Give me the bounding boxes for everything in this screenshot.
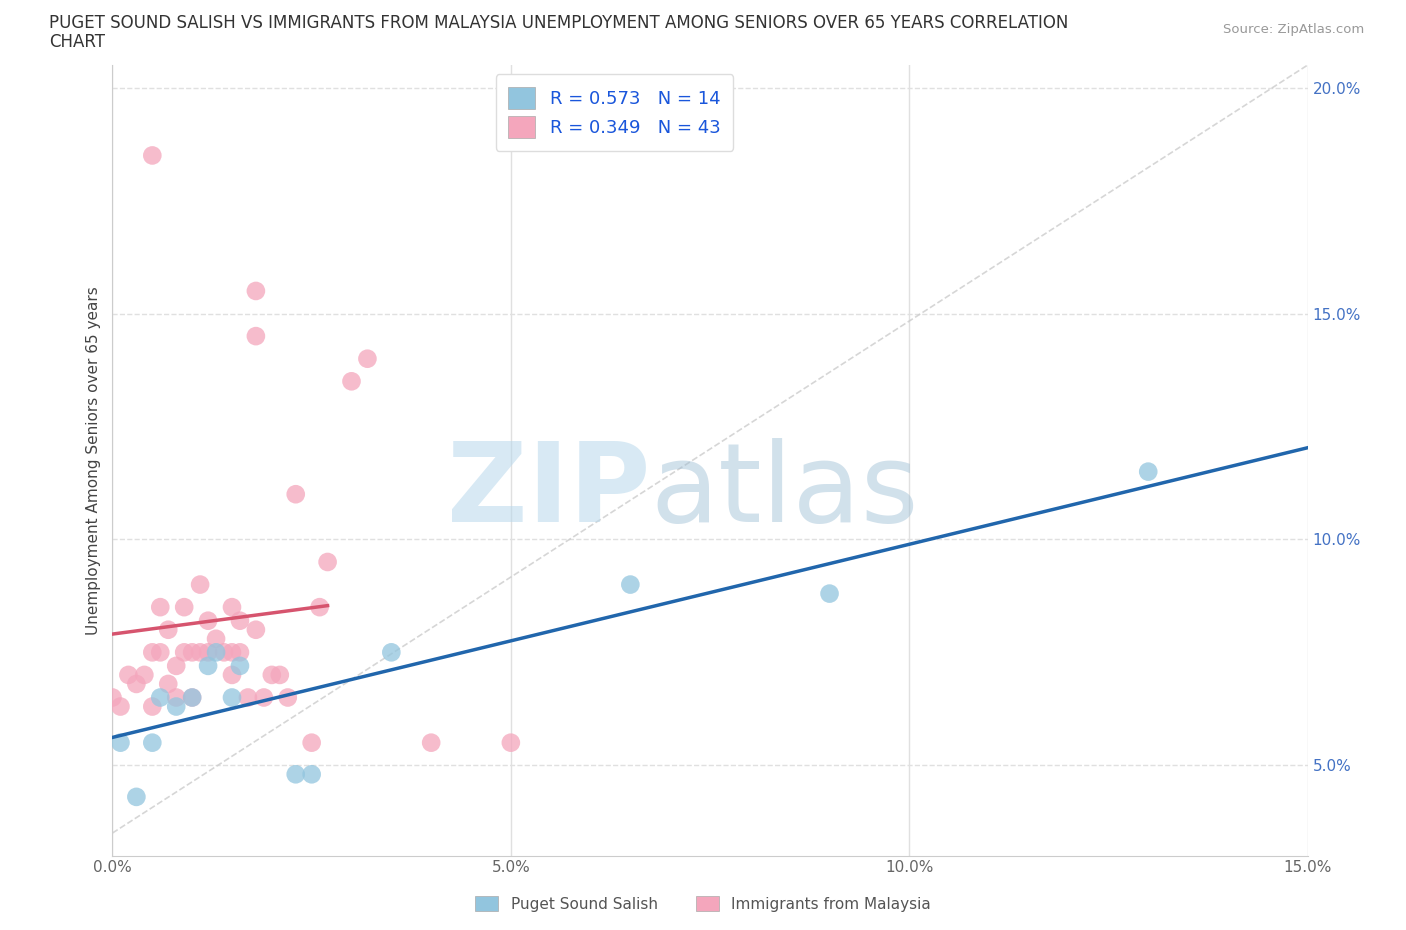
Point [499, 736, 522, 751]
Point [141, 736, 163, 751]
Point [221, 600, 243, 615]
Point [245, 328, 267, 343]
Point [197, 613, 219, 628]
Text: Source: ZipAtlas.com: Source: ZipAtlas.com [1223, 23, 1364, 36]
Point [221, 668, 243, 683]
Point [212, 644, 235, 659]
Point [181, 644, 204, 659]
Point [229, 644, 252, 659]
Point [149, 600, 172, 615]
Point [157, 676, 180, 691]
Point [229, 613, 252, 628]
Point [125, 676, 148, 691]
Point [380, 644, 402, 659]
Point [245, 622, 267, 637]
Point [165, 658, 187, 673]
Point [221, 690, 243, 705]
Point [134, 668, 156, 683]
Point [141, 148, 163, 163]
Point [356, 352, 378, 366]
Point [308, 600, 330, 615]
Point [173, 600, 195, 615]
Point [420, 736, 443, 751]
Point [269, 668, 291, 683]
Point [141, 699, 163, 714]
Legend: Puget Sound Salish, Immigrants from Malaysia: Puget Sound Salish, Immigrants from Mala… [470, 889, 936, 918]
Point [173, 644, 195, 659]
Point [181, 690, 204, 705]
Text: atlas: atlas [651, 438, 918, 546]
Point [245, 284, 267, 299]
Point [205, 631, 228, 646]
Point [284, 486, 307, 501]
Point [260, 668, 283, 683]
Point [221, 644, 243, 659]
Point [149, 690, 172, 705]
Point [229, 658, 252, 673]
Point [165, 690, 187, 705]
Point [188, 578, 211, 592]
Point [197, 658, 219, 673]
Point [316, 554, 339, 569]
Point [157, 622, 180, 637]
Point [818, 586, 841, 601]
Point [301, 736, 323, 751]
Point [125, 790, 148, 804]
Y-axis label: Unemployment Among Seniors over 65 years: Unemployment Among Seniors over 65 years [86, 286, 101, 634]
Point [141, 644, 163, 659]
Point [149, 644, 172, 659]
Text: ZIP: ZIP [447, 438, 651, 546]
Point [197, 644, 219, 659]
Point [284, 767, 307, 782]
Point [236, 690, 259, 705]
Point [619, 578, 641, 592]
Point [101, 690, 124, 705]
Point [340, 374, 363, 389]
Text: CHART: CHART [49, 33, 105, 50]
Point [165, 699, 187, 714]
Text: PUGET SOUND SALISH VS IMMIGRANTS FROM MALAYSIA UNEMPLOYMENT AMONG SENIORS OVER 6: PUGET SOUND SALISH VS IMMIGRANTS FROM MA… [49, 14, 1069, 32]
Point [277, 690, 299, 705]
Point [1137, 464, 1160, 479]
Point [110, 699, 132, 714]
Point [253, 690, 276, 705]
Point [188, 644, 211, 659]
Point [181, 690, 204, 705]
Point [110, 736, 132, 751]
Point [117, 668, 139, 683]
Legend: R = 0.573   N = 14, R = 0.349   N = 43: R = 0.573 N = 14, R = 0.349 N = 43 [496, 74, 733, 151]
Point [301, 767, 323, 782]
Point [205, 644, 228, 659]
